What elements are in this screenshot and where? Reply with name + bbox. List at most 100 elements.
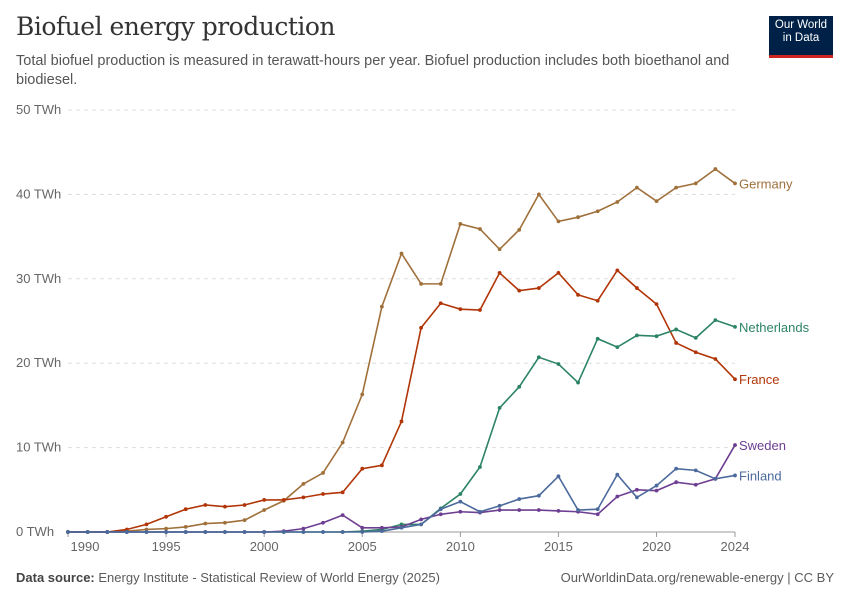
logo-line-2: in Data [782, 32, 820, 44]
data-point [281, 498, 286, 502]
data-point [183, 530, 188, 534]
data-point [301, 530, 306, 534]
series-line-netherlands [68, 319, 736, 533]
data-point [203, 530, 208, 534]
source-text: Energy Institute - Statistical Review of… [98, 570, 440, 585]
x-tick-label: 2020 [642, 539, 671, 554]
data-point [733, 325, 737, 329]
data-point [379, 463, 384, 468]
data-point [615, 268, 620, 273]
data-point [399, 419, 404, 424]
data-point [144, 530, 149, 534]
data-point [497, 406, 502, 410]
series-label-france: France [739, 372, 779, 387]
y-tick-label: 10 TWh [16, 440, 61, 455]
data-point [654, 483, 659, 488]
data-point [674, 480, 679, 485]
data-point [615, 200, 620, 204]
data-point [595, 209, 600, 214]
data-point [635, 333, 639, 338]
data-point [66, 530, 70, 534]
x-tick-label: 2000 [250, 539, 279, 554]
footer-link[interactable]: OurWorldinData.org/renewable-energy | CC… [560, 570, 834, 585]
y-tick-label: 30 TWh [16, 271, 61, 286]
data-point [321, 471, 325, 475]
y-tick-label: 20 TWh [16, 355, 61, 370]
data-point [399, 525, 404, 530]
series-label-finland: Finland [739, 468, 782, 483]
chart-subtitle: Total biofuel production is measured in … [16, 53, 730, 88]
data-point [242, 530, 247, 534]
data-point [556, 219, 561, 224]
data-point [536, 508, 541, 512]
data-point [438, 512, 443, 517]
data-point [556, 362, 561, 366]
data-point [674, 466, 679, 471]
data-point [556, 474, 561, 479]
data-point [321, 530, 325, 534]
data-point [536, 192, 541, 197]
data-point [635, 185, 639, 190]
data-point [615, 494, 620, 499]
data-point [281, 530, 286, 534]
data-point [164, 530, 168, 534]
data-point [360, 525, 365, 530]
data-point [262, 530, 267, 534]
owid-logo[interactable]: Our World in Data [769, 16, 833, 58]
data-point [713, 318, 718, 323]
data-point [478, 465, 482, 469]
data-point [262, 508, 267, 512]
data-point [654, 334, 659, 339]
data-point [595, 298, 600, 303]
data-point [615, 472, 620, 477]
data-point [733, 473, 737, 478]
data-point [595, 336, 600, 341]
data-point [674, 341, 679, 345]
data-point [497, 270, 502, 275]
y-tick-label: 50 TWh [16, 102, 61, 117]
data-point [105, 530, 110, 534]
data-point [419, 517, 424, 522]
data-point [223, 530, 227, 534]
data-point [517, 497, 522, 501]
line-chart: 0 TWh 10 TWh 20 TWh 30 TWh 40 TWh 50 TWh 1990 1… [16, 102, 810, 554]
data-point [576, 215, 580, 220]
data-point [379, 304, 384, 309]
data-point [733, 443, 737, 447]
data-point [536, 355, 541, 360]
data-point [654, 302, 659, 307]
chart-title: Biofuel energy production [16, 12, 336, 41]
data-point [713, 476, 718, 481]
data-point [576, 508, 580, 512]
data-point [713, 167, 718, 171]
data-point [438, 507, 443, 512]
data-point [635, 495, 639, 500]
data-source: Data source: Energy Institute - Statisti… [16, 570, 440, 585]
data-point [517, 227, 522, 232]
data-point [536, 493, 541, 498]
data-point [458, 499, 463, 504]
data-point [556, 270, 561, 275]
data-point [301, 481, 306, 486]
data-point [321, 520, 325, 525]
data-point [242, 503, 247, 507]
data-point [438, 301, 443, 306]
data-point [419, 325, 424, 330]
data-point [262, 498, 267, 502]
series-line-france [68, 269, 736, 533]
data-point [419, 281, 424, 286]
data-point [693, 335, 698, 340]
data-point [360, 530, 365, 534]
data-point [223, 520, 227, 525]
data-point [693, 482, 698, 487]
data-point [85, 530, 90, 534]
data-point [183, 525, 188, 529]
data-point [693, 468, 698, 473]
data-point [693, 350, 698, 355]
data-point [379, 529, 384, 534]
data-point [419, 522, 424, 527]
data-point [536, 286, 541, 290]
data-point [164, 514, 168, 519]
data-point [340, 530, 345, 534]
data-point [458, 509, 463, 514]
